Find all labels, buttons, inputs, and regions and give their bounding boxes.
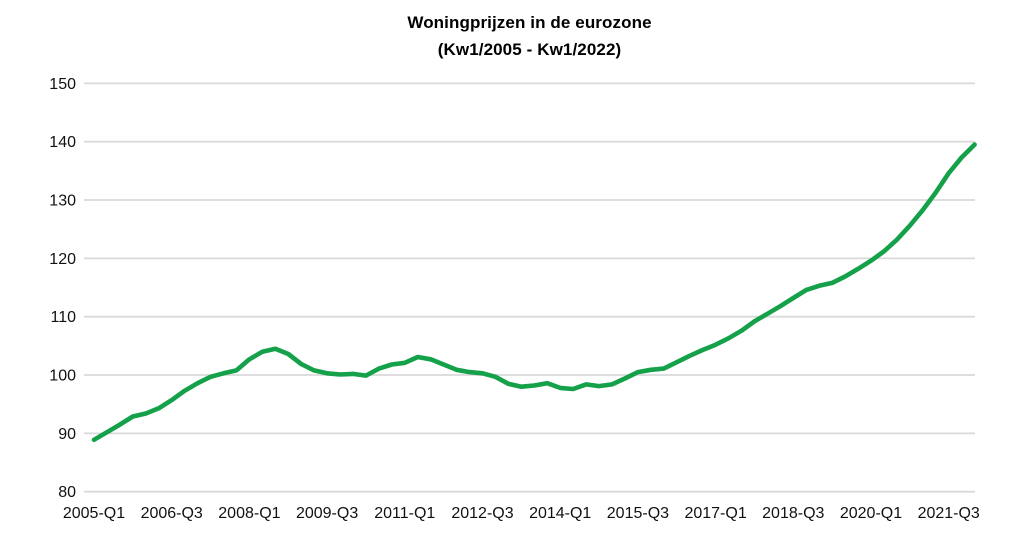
y-tick-label: 80 [58,484,76,501]
x-tick-label: 2014-Q1 [529,505,591,522]
x-tick-label: 2009-Q3 [296,505,358,522]
x-axis-labels: 2005-Q1 2006-Q3 2008-Q1 2009-Q3 2011-Q1 2012-… [63,505,980,522]
x-tick-label: 2011-Q1 [374,505,435,522]
gridlines [84,82,975,493]
x-tick-label: 2017-Q1 [684,505,746,522]
x-tick-label: 2018-Q3 [762,505,824,522]
y-tick-label: 150 [49,76,76,93]
x-tick-label: 2005-Q1 [63,505,125,522]
x-tick-label: 2008-Q1 [218,505,280,522]
y-tick-label: 120 [49,251,76,268]
y-tick-label: 110 [50,309,76,326]
y-tick-label: 100 [49,368,76,385]
x-tick-label: 2012-Q3 [451,505,513,522]
y-tick-label: 140 [49,134,76,151]
y-tick-label: 130 [49,193,76,210]
y-axis-labels: 80 90 100 110 120 130 140 150 [49,76,76,501]
x-tick-label: 2006-Q3 [141,505,203,522]
x-tick-label: 2021-Q3 [918,505,980,522]
price-line [91,142,977,443]
x-tick-label: 2015-Q3 [607,505,669,522]
x-tick-label: 2020-Q1 [840,505,902,522]
y-tick-label: 90 [58,426,76,443]
